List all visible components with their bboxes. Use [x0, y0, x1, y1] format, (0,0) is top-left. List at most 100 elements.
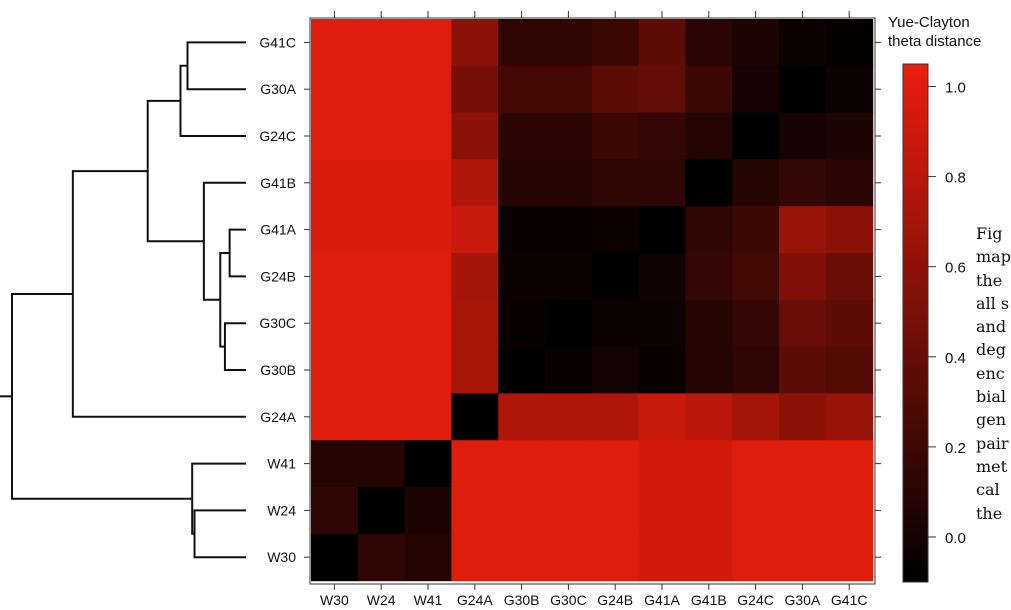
heatmap-cell [357, 533, 406, 582]
heatmap-cell [404, 346, 452, 394]
heatmap-cell [685, 299, 733, 348]
heatmap-cell [591, 65, 640, 114]
dendrogram-link [146, 99, 204, 243]
heatmap-cell [825, 346, 874, 394]
heatmap-cell [638, 346, 686, 394]
heatmap-cell [451, 393, 499, 441]
colorbar-tick-label: 0.6 [945, 260, 966, 277]
heatmap-cell [591, 299, 640, 348]
heatmap-cell [451, 253, 499, 301]
heatmap-cell [591, 393, 640, 441]
colorbar: Yue-Clayton theta distance 0.00.20.40.60… [888, 14, 981, 583]
heatmap-cell [732, 206, 780, 254]
caption-line: bial [976, 387, 1007, 407]
heatmap-cell [404, 65, 452, 114]
heatmap-cell [685, 440, 733, 488]
heatmap-cell [638, 206, 686, 254]
heatmap-cell [825, 19, 874, 67]
heatmap-cell [311, 159, 359, 207]
heatmap-cell [404, 440, 452, 488]
heatmap-cell [311, 65, 359, 114]
heatmap-cell [732, 346, 780, 394]
heatmap-cell [685, 393, 733, 441]
heatmap-cell [779, 206, 827, 254]
heatmap-cell [685, 346, 733, 394]
heatmap-cell [732, 533, 780, 582]
heatmap-cell [779, 393, 827, 441]
heatmap-cell [638, 299, 686, 348]
caption-line: deg [976, 340, 1006, 360]
colorbar-tick-label: 0.4 [945, 350, 966, 367]
heatmap-cell [311, 206, 359, 254]
heatmap-cell [545, 65, 593, 114]
y-ticks [304, 41, 881, 558]
heatmap-cell [825, 206, 874, 254]
heatmap-cell [732, 393, 780, 441]
heatmap-cell [685, 253, 733, 301]
heatmap-cell [825, 440, 874, 488]
heatmap-cell [311, 346, 359, 394]
heatmap-cell [638, 19, 686, 67]
heatmap-cell [545, 299, 593, 348]
heatmap-cell [779, 533, 827, 582]
x-tick-label: G30B [504, 592, 540, 608]
heatmap-cell [357, 346, 406, 394]
heatmap-cell [404, 19, 452, 67]
heatmap-cell [311, 112, 359, 160]
heatmap-cell [404, 533, 452, 582]
heatmap-cell [451, 159, 499, 207]
heatmap-cell [591, 253, 640, 301]
y-tick-label: W24 [267, 502, 296, 518]
heatmap-cell [498, 487, 546, 535]
heatmap-cell [685, 159, 733, 207]
heatmap-cell [591, 346, 640, 394]
heatmap-cell [451, 112, 499, 160]
heatmap-cell [825, 159, 874, 207]
heatmap-cell [451, 487, 499, 535]
heatmap-cell [545, 533, 593, 582]
heatmap-cell [685, 112, 733, 160]
heatmap-cell [498, 299, 546, 348]
heatmap-cell [732, 253, 780, 301]
heatmap-cell [825, 253, 874, 301]
heatmap-cell [498, 159, 546, 207]
heatmap-cell [638, 159, 686, 207]
heatmap-cell [591, 440, 640, 488]
caption-line: pair [976, 433, 1009, 453]
x-tick-label: G24A [457, 592, 493, 608]
colorbar-title-line-2: theta distance [888, 33, 981, 50]
heatmap-cell [638, 440, 686, 488]
heatmap-cell [404, 206, 452, 254]
heatmap-cell [357, 65, 406, 114]
heatmap-cell [732, 487, 780, 535]
heatmap-cell [404, 112, 452, 160]
heatmap-cell [591, 533, 640, 582]
heatmap-cell [311, 533, 359, 582]
heatmap-cell [779, 159, 827, 207]
y-tick-label: W41 [267, 456, 296, 472]
heatmap-cell [638, 487, 686, 535]
x-ticks [333, 11, 850, 590]
dendrogram-link [186, 41, 246, 91]
heatmap-cell [451, 299, 499, 348]
heatmap-cell [545, 440, 593, 488]
y-tick-label: G41B [260, 175, 296, 191]
heatmap-cell [685, 206, 733, 254]
heatmap-cell [451, 440, 499, 488]
heatmap-cell [357, 487, 406, 535]
y-tick-label: G24B [260, 268, 296, 284]
heatmap-cell [498, 393, 546, 441]
dendrogram-link [193, 509, 246, 559]
x-tick-label: W41 [414, 592, 443, 608]
cropped-caption-text: Fig map the all s and deg enc bial gen pair met cal… [976, 222, 1011, 525]
heatmap-cell [357, 159, 406, 207]
dendrogram-link [223, 322, 246, 371]
heatmap-cell [779, 346, 827, 394]
dendrogram-link [191, 462, 246, 535]
heatmap-cell [357, 253, 406, 301]
x-tick-labels: W30 W24 W41 G24A G30B G30C G24B G41A G41B G24C G30… [320, 592, 867, 608]
heatmap-cell [498, 253, 546, 301]
heatmap-cell [779, 112, 827, 160]
heatmap-cell [311, 19, 359, 67]
heatmap-cell [779, 65, 827, 114]
